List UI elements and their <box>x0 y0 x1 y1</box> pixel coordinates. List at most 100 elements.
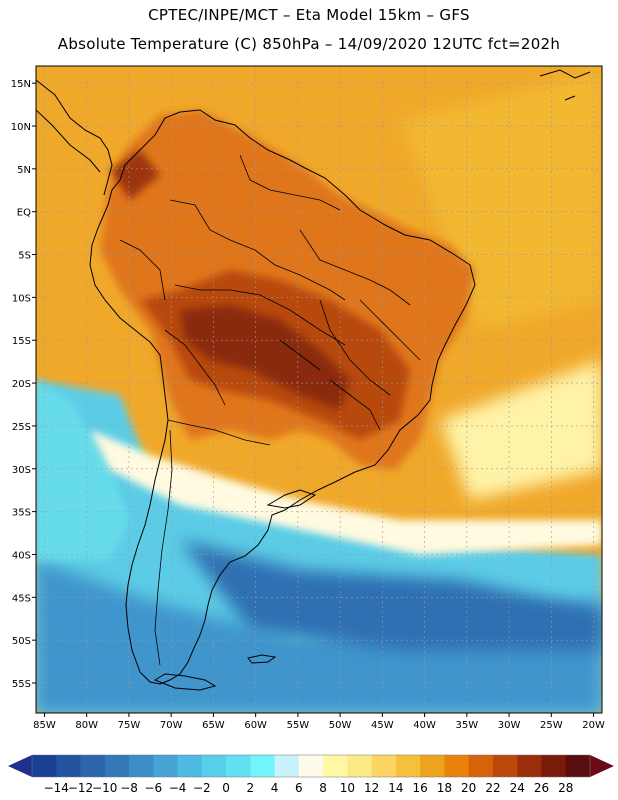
border-brazil-states <box>279 229 421 431</box>
colorbar-label: 0 <box>222 781 230 795</box>
map-frame <box>35 65 603 714</box>
colorbar-label: 12 <box>364 781 379 795</box>
border-brazil-west <box>169 199 346 346</box>
colorbar-label: 24 <box>510 781 525 795</box>
colorbar-label: −8 <box>120 781 138 795</box>
rio-de-la-plata <box>266 489 317 509</box>
coastline <box>36 69 591 691</box>
lat-tick-label: 15S <box>12 336 31 347</box>
colorbar-label: 28 <box>558 781 573 795</box>
lon-tick-label: 20W <box>582 720 605 731</box>
central-america-coast <box>36 79 113 196</box>
lat-tick-label: 15N <box>11 79 31 90</box>
lon-tick-label: 50W <box>329 720 352 731</box>
colorbar-swatch <box>104 755 130 777</box>
colorbar-label: 14 <box>388 781 403 795</box>
colorbar-outline <box>31 754 591 778</box>
temperature-field <box>36 66 602 713</box>
colorbar-labels: −14−12−10 −8 −6 −4 −2 0 2 4 6 8 10 12 14 16 18 20 22 24 26… <box>44 781 574 795</box>
colorbar-label: −4 <box>169 781 187 795</box>
colorbar-label: 2 <box>247 781 255 795</box>
country-borders <box>119 154 421 666</box>
lon-tick-label: 45W <box>371 720 394 731</box>
colorbar-label: −12 <box>68 781 93 795</box>
colorbar-low-arrow <box>8 755 32 777</box>
lon-tick-label: 40W <box>413 720 436 731</box>
colorbar-label: −2 <box>193 781 211 795</box>
lat-tick-label: 25S <box>12 422 31 433</box>
lon-tick-label: 70W <box>160 720 183 731</box>
field-coldest-band <box>180 540 602 650</box>
colorbar-swatch <box>371 755 397 777</box>
lat-tick-label: 20S <box>12 379 31 390</box>
border-guianas <box>239 154 341 211</box>
field-atlantic-yellow <box>440 360 602 500</box>
colorbar-swatch <box>541 755 567 777</box>
colorbar-label: 8 <box>319 781 327 795</box>
field-atlantic-orange <box>400 70 602 330</box>
border-andes <box>119 239 271 446</box>
colorbar-high-arrow <box>590 755 614 777</box>
lat-tick-label: 10N <box>11 122 31 133</box>
colorbar-swatch <box>565 755 591 777</box>
longitude-axis: 85W 80W 75W 70W 65W 60W 55W 50W 45W 40W 35W 30W 25W 2… <box>33 713 605 731</box>
colorbar-label: −10 <box>92 781 117 795</box>
field-pale-band <box>90 430 602 555</box>
lat-tick-label: 5N <box>17 165 31 176</box>
lat-tick-label: 50S <box>12 636 31 647</box>
colorbar-swatch <box>444 755 470 777</box>
colorbar-label: −14 <box>44 781 69 795</box>
colorbar-swatch <box>56 755 82 777</box>
lon-tick-label: 75W <box>118 720 141 731</box>
colorbar-swatch <box>226 755 251 777</box>
colorbar-swatch <box>298 755 324 777</box>
colorbar-swatch <box>274 755 300 777</box>
colorbar-swatch <box>420 755 445 777</box>
lon-tick-label: 55W <box>287 720 310 731</box>
colorbar-swatch <box>347 755 373 777</box>
colorbar-swatch <box>129 755 154 777</box>
colorbar-label: 6 <box>295 781 303 795</box>
lon-tick-label: 60W <box>244 720 267 731</box>
latitude-axis: 15N 10N 5N EQ 5S 10S 15S 20S 25S 30S 35S 40S 45S 50S 5… <box>11 79 36 690</box>
lon-tick-label: 65W <box>202 720 225 731</box>
colorbar-label: 16 <box>413 781 428 795</box>
field-continent-hottest <box>180 305 350 410</box>
colorbar-label: 10 <box>340 781 355 795</box>
colorbar-label: 22 <box>485 781 500 795</box>
lat-tick-label: EQ <box>17 208 31 219</box>
colorbar-swatch <box>177 755 203 777</box>
colorbar-swatch <box>395 755 421 777</box>
border-chile-argentina <box>154 429 173 666</box>
colorbar-swatch <box>517 755 542 777</box>
field-pacific-cool <box>36 380 130 560</box>
south-america-coast <box>89 109 476 685</box>
lon-tick-label: 85W <box>33 720 56 731</box>
lon-tick-label: 35W <box>456 720 479 731</box>
colorbar-swatch <box>32 755 57 777</box>
colorbar-label: 4 <box>271 781 279 795</box>
lat-tick-label: 30S <box>12 465 31 476</box>
colorbar-label: 20 <box>461 781 476 795</box>
colorbar-swatch <box>492 755 518 777</box>
map-gridlines <box>36 66 602 713</box>
lat-tick-label: 55S <box>12 679 31 690</box>
lon-tick-label: 25W <box>540 720 563 731</box>
map-title-line1: CPTEC/INPE/MCT – Eta Model 15km – GFS <box>148 6 470 24</box>
lat-tick-label: 40S <box>12 550 31 561</box>
colorbar-swatch <box>323 755 348 777</box>
field-venezuela-hot <box>110 150 160 200</box>
colorbar-label: −6 <box>144 781 162 795</box>
lon-tick-label: 80W <box>75 720 98 731</box>
colorbar-label: 26 <box>534 781 549 795</box>
lat-tick-label: 35S <box>12 508 31 519</box>
colorbar-swatch <box>468 755 494 777</box>
colorbar-swatch <box>201 755 227 777</box>
lat-tick-label: 45S <box>12 593 31 604</box>
lat-tick-label: 5S <box>18 251 31 262</box>
colorbar-swatch <box>80 755 106 777</box>
colorbar-swatch <box>153 755 179 777</box>
tierra-del-fuego <box>153 673 217 691</box>
